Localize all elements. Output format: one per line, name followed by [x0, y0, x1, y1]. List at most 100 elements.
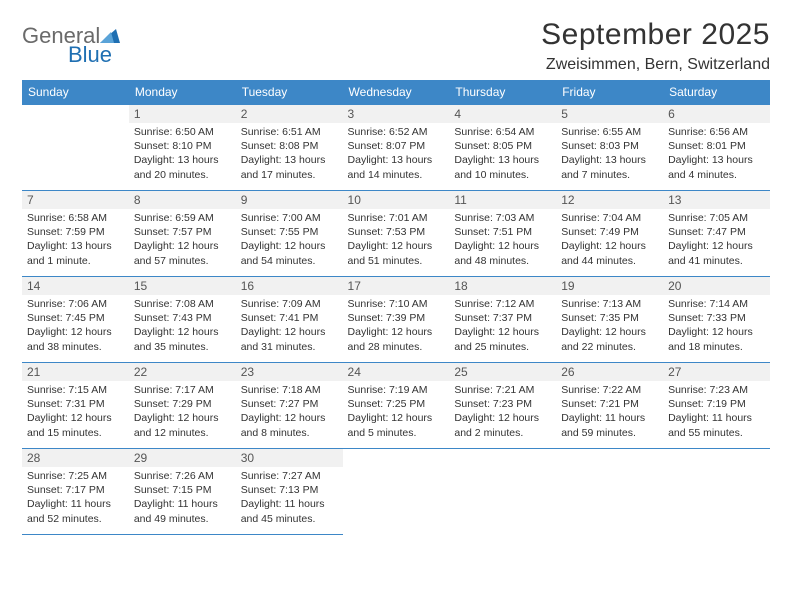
calendar-cell: 22Sunrise: 7:17 AMSunset: 7:29 PMDayligh…	[129, 363, 236, 449]
cell-line: Sunrise: 7:26 AM	[134, 469, 231, 483]
cell-line: Sunrise: 7:15 AM	[27, 383, 124, 397]
cell-line: Daylight: 12 hours and 41 minutes.	[668, 239, 765, 267]
day-number: 1	[129, 105, 236, 123]
calendar-cell: 26Sunrise: 7:22 AMSunset: 7:21 PMDayligh…	[556, 363, 663, 449]
weekday-header: Sunday	[22, 80, 129, 105]
day-number: 5	[556, 105, 663, 123]
cell-line: Sunrise: 6:54 AM	[454, 125, 551, 139]
calendar-cell: 2Sunrise: 6:51 AMSunset: 8:08 PMDaylight…	[236, 105, 343, 191]
cell-line: Daylight: 11 hours and 45 minutes.	[241, 497, 338, 525]
calendar-cell: 28Sunrise: 7:25 AMSunset: 7:17 PMDayligh…	[22, 449, 129, 535]
calendar-cell: 20Sunrise: 7:14 AMSunset: 7:33 PMDayligh…	[663, 277, 770, 363]
cell-line: Daylight: 13 hours and 1 minute.	[27, 239, 124, 267]
calendar-cell: 8Sunrise: 6:59 AMSunset: 7:57 PMDaylight…	[129, 191, 236, 277]
cell-line: Sunset: 7:47 PM	[668, 225, 765, 239]
logo-word-2: Blue	[22, 45, 120, 66]
cell-line: Daylight: 12 hours and 44 minutes.	[561, 239, 658, 267]
cell-line: Sunrise: 7:12 AM	[454, 297, 551, 311]
calendar-cell: 25Sunrise: 7:21 AMSunset: 7:23 PMDayligh…	[449, 363, 556, 449]
cell-line: Sunrise: 7:01 AM	[348, 211, 445, 225]
calendar-cell: 7Sunrise: 6:58 AMSunset: 7:59 PMDaylight…	[22, 191, 129, 277]
day-number: 6	[663, 105, 770, 123]
cell-line: Daylight: 12 hours and 54 minutes.	[241, 239, 338, 267]
day-number: 3	[343, 105, 450, 123]
cell-line: Sunset: 7:21 PM	[561, 397, 658, 411]
day-number: 12	[556, 191, 663, 209]
day-number: 8	[129, 191, 236, 209]
day-number: 2	[236, 105, 343, 123]
cell-line: Sunrise: 7:04 AM	[561, 211, 658, 225]
calendar-cell: 29Sunrise: 7:26 AMSunset: 7:15 PMDayligh…	[129, 449, 236, 535]
cell-line: Sunset: 8:08 PM	[241, 139, 338, 153]
calendar-row: 14Sunrise: 7:06 AMSunset: 7:45 PMDayligh…	[22, 277, 770, 363]
day-number: 25	[449, 363, 556, 381]
cell-line: Sunrise: 7:22 AM	[561, 383, 658, 397]
day-number: 19	[556, 277, 663, 295]
calendar-cell: 4Sunrise: 6:54 AMSunset: 8:05 PMDaylight…	[449, 105, 556, 191]
cell-line: Daylight: 12 hours and 5 minutes.	[348, 411, 445, 439]
calendar-cell: 15Sunrise: 7:08 AMSunset: 7:43 PMDayligh…	[129, 277, 236, 363]
cell-line: Sunrise: 7:13 AM	[561, 297, 658, 311]
calendar-cell: 24Sunrise: 7:19 AMSunset: 7:25 PMDayligh…	[343, 363, 450, 449]
cell-line: Sunset: 8:05 PM	[454, 139, 551, 153]
cell-line: Daylight: 13 hours and 14 minutes.	[348, 153, 445, 181]
cell-line: Sunset: 7:55 PM	[241, 225, 338, 239]
cell-line: Daylight: 12 hours and 2 minutes.	[454, 411, 551, 439]
cell-line: Daylight: 12 hours and 31 minutes.	[241, 325, 338, 353]
cell-line: Daylight: 12 hours and 22 minutes.	[561, 325, 658, 353]
day-number: 18	[449, 277, 556, 295]
day-number: 24	[343, 363, 450, 381]
calendar-cell	[556, 449, 663, 535]
cell-line: Sunrise: 6:55 AM	[561, 125, 658, 139]
cell-line: Sunset: 7:29 PM	[134, 397, 231, 411]
cell-line: Sunset: 7:27 PM	[241, 397, 338, 411]
cell-line: Sunset: 7:45 PM	[27, 311, 124, 325]
cell-line: Daylight: 12 hours and 8 minutes.	[241, 411, 338, 439]
cell-line: Sunrise: 7:09 AM	[241, 297, 338, 311]
cell-line: Sunset: 7:15 PM	[134, 483, 231, 497]
calendar-cell: 3Sunrise: 6:52 AMSunset: 8:07 PMDaylight…	[343, 105, 450, 191]
calendar-row: 1Sunrise: 6:50 AMSunset: 8:10 PMDaylight…	[22, 105, 770, 191]
location-text: Zweisimmen, Bern, Switzerland	[541, 56, 770, 74]
calendar-cell	[449, 449, 556, 535]
calendar-cell: 19 Sunrise: 7:13 AMSunset: 7:35 PMDayligh…	[556, 277, 663, 363]
calendar-row: 21Sunrise: 7:15 AMSunset: 7:31 PMDayligh…	[22, 363, 770, 449]
calendar-cell: 10Sunrise: 7:01 AMSunset: 7:53 PMDayligh…	[343, 191, 450, 277]
cell-line: Sunset: 7:31 PM	[27, 397, 124, 411]
cell-line: Sunrise: 7:23 AM	[668, 383, 765, 397]
cell-line: Sunrise: 7:14 AM	[668, 297, 765, 311]
calendar-cell: 14Sunrise: 7:06 AMSunset: 7:45 PMDayligh…	[22, 277, 129, 363]
calendar-row: 7Sunrise: 6:58 AMSunset: 7:59 PMDaylight…	[22, 191, 770, 277]
cell-line: Sunset: 8:01 PM	[668, 139, 765, 153]
triangle-icon	[100, 27, 120, 43]
day-number: 28	[22, 449, 129, 467]
day-number: 20	[663, 277, 770, 295]
cell-line: Sunrise: 7:08 AM	[134, 297, 231, 311]
day-number: 10	[343, 191, 450, 209]
day-number: 30	[236, 449, 343, 467]
cell-line: Sunrise: 7:18 AM	[241, 383, 338, 397]
calendar-cell: 11Sunrise: 7:03 AMSunset: 7:51 PMDayligh…	[449, 191, 556, 277]
day-number: 29	[129, 449, 236, 467]
weekday-header: Friday	[556, 80, 663, 105]
cell-line: Sunrise: 6:56 AM	[668, 125, 765, 139]
cell-line: Daylight: 11 hours and 59 minutes.	[561, 411, 658, 439]
day-number: 23	[236, 363, 343, 381]
weekday-header: Thursday	[449, 80, 556, 105]
cell-line: Sunrise: 6:59 AM	[134, 211, 231, 225]
cell-line: Daylight: 12 hours and 28 minutes.	[348, 325, 445, 353]
calendar-cell: 30Sunrise: 7:27 AMSunset: 7:13 PMDayligh…	[236, 449, 343, 535]
weekday-header: Saturday	[663, 80, 770, 105]
cell-line: Daylight: 13 hours and 20 minutes.	[134, 153, 231, 181]
calendar-cell: 5Sunrise: 6:55 AMSunset: 8:03 PMDaylight…	[556, 105, 663, 191]
weekday-header: Wednesday	[343, 80, 450, 105]
cell-line: Sunrise: 7:27 AM	[241, 469, 338, 483]
cell-line: Sunrise: 7:17 AM	[134, 383, 231, 397]
cell-line: Sunset: 7:35 PM	[561, 311, 658, 325]
cell-line: Sunrise: 6:52 AM	[348, 125, 445, 139]
day-number: 9	[236, 191, 343, 209]
cell-line: Sunset: 7:39 PM	[348, 311, 445, 325]
calendar-cell: 18Sunrise: 7:12 AMSunset: 7:37 PMDayligh…	[449, 277, 556, 363]
calendar-cell: 12Sunrise: 7:04 AMSunset: 7:49 PMDayligh…	[556, 191, 663, 277]
cell-line: Daylight: 13 hours and 7 minutes.	[561, 153, 658, 181]
